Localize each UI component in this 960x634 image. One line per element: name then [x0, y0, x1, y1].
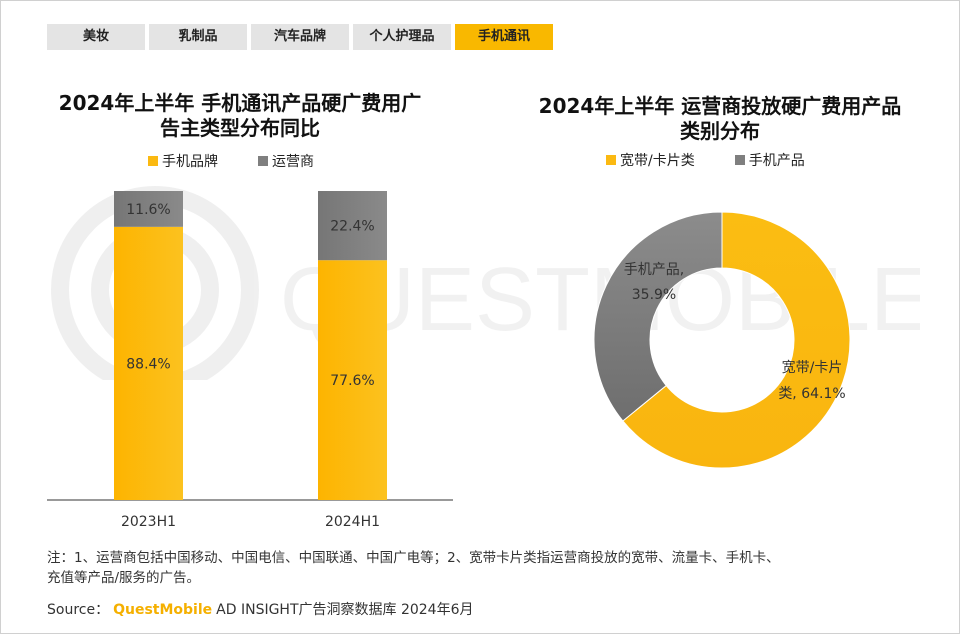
- donut-label-1-line2: 35.9%: [632, 287, 676, 303]
- right-chart-title: 2024年上半年 运营商投放硬广费用产品 类别分布: [505, 94, 935, 144]
- left-legend: 手机品牌 运营商: [148, 151, 314, 171]
- legend-swatch-phone-product: [734, 155, 745, 165]
- legend-swatch-broadband-card: [606, 155, 616, 165]
- tab-auto-brand[interactable]: 汽车品牌: [251, 24, 349, 50]
- donut-slice-phone-product: [593, 211, 723, 422]
- data-label-2024H1-1: 22.4%: [330, 219, 374, 235]
- data-label-2023H1-1: 11.6%: [126, 202, 170, 218]
- bar-2024H1-operator: [318, 191, 387, 261]
- donut-label-0-line1: 宽带/卡片: [782, 359, 843, 376]
- tab-beauty[interactable]: 美妆: [47, 24, 145, 50]
- donut-label-0-line2: 类, 64.1%: [778, 386, 845, 402]
- bar-2024H1-phone-brand: [318, 260, 387, 500]
- right-legend: 宽带/卡片类 手机产品: [606, 150, 805, 170]
- right-title-line2: 类别分布: [680, 119, 760, 143]
- legend-label-broadband-card: 宽带/卡片类: [620, 153, 695, 169]
- donut-slice-broadband-card: [622, 211, 851, 469]
- donut-label-1-line1: 手机产品,: [624, 262, 684, 278]
- left-title-line1: 2024年上半年 手机通讯产品硬广费用广: [58, 91, 422, 115]
- legend-label-phone-brand: 手机品牌: [162, 154, 218, 170]
- source-line: Source： QuestMobile AD INSIGHT广告洞察数据库 20…: [47, 599, 474, 619]
- legend-label-phone-product: 手机产品: [748, 153, 805, 169]
- legend-item-broadband-card: 宽带/卡片类: [606, 150, 695, 170]
- source-brand-logo: QuestMobile: [113, 602, 213, 618]
- legend-item-operator: 运营商: [258, 151, 314, 171]
- bar-2023H1-phone-brand: [114, 226, 183, 500]
- source-text: AD INSIGHT广告洞察数据库 2024年6月: [216, 602, 474, 618]
- x-tick-label-2023H1: 2023H1: [121, 514, 176, 530]
- data-label-2024H1-0: 77.6%: [330, 373, 374, 389]
- bar-2023H1-operator: [114, 191, 183, 227]
- tab-personal-care[interactable]: 个人护理品: [353, 24, 451, 50]
- tab-bar: 美妆 乳制品 汽车品牌 个人护理品 手机通讯: [47, 24, 553, 50]
- left-title-line2: 告主类型分布同比: [160, 116, 320, 140]
- legend-item-phone-brand: 手机品牌: [148, 151, 218, 171]
- source-prefix: Source：: [47, 602, 110, 618]
- left-chart-title: 2024年上半年 手机通讯产品硬广费用广 告主类型分布同比: [40, 91, 440, 141]
- x-tick-label-2024H1: 2024H1: [325, 514, 380, 530]
- legend-swatch-phone-brand: [148, 156, 158, 166]
- legend-swatch-operator: [258, 156, 268, 166]
- legend-label-operator: 运营商: [272, 154, 314, 170]
- footnote-line2: 充值等产品/服务的广告。: [47, 570, 201, 586]
- tab-dairy[interactable]: 乳制品: [149, 24, 247, 50]
- tab-mobile-telecom[interactable]: 手机通讯: [455, 24, 553, 50]
- footnote-line1: 注：1、运营商包括中国移动、中国电信、中国联通、中国广电等；2、宽带卡片类指运营…: [47, 550, 780, 566]
- footnote: 注：1、运营商包括中国移动、中国电信、中国联通、中国广电等；2、宽带卡片类指运营…: [47, 548, 927, 588]
- data-label-2023H1-0: 88.4%: [126, 356, 170, 372]
- legend-item-phone-product: 手机产品: [734, 150, 805, 170]
- right-title-line1: 2024年上半年 运营商投放硬广费用产品: [538, 94, 902, 118]
